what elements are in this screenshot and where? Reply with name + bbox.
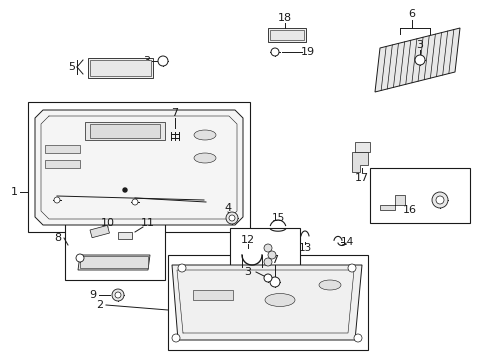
Polygon shape [379, 195, 404, 210]
Text: 1: 1 [10, 187, 18, 197]
Ellipse shape [194, 153, 216, 163]
Circle shape [225, 212, 238, 224]
Bar [90, 124, 160, 138]
Text: 19: 19 [300, 47, 314, 57]
Bar [90, 225, 109, 238]
Circle shape [172, 334, 180, 342]
Bar [65, 218, 164, 280]
Circle shape [178, 264, 185, 272]
Polygon shape [351, 152, 367, 172]
Bar [168, 255, 367, 350]
Text: 8: 8 [54, 233, 61, 243]
Bar [193, 290, 232, 300]
Text: 10: 10 [101, 218, 115, 228]
Circle shape [76, 254, 84, 262]
Circle shape [353, 334, 361, 342]
Circle shape [264, 274, 271, 282]
Bar [369, 168, 469, 223]
Bar [28, 102, 249, 232]
Text: 18: 18 [277, 13, 291, 23]
Bar [80, 256, 148, 268]
Circle shape [264, 244, 271, 252]
Circle shape [347, 264, 355, 272]
Polygon shape [172, 265, 361, 340]
Circle shape [158, 56, 168, 66]
Circle shape [435, 196, 443, 204]
Text: 7: 7 [171, 108, 178, 118]
Bar [229, 228, 299, 283]
Circle shape [112, 289, 124, 301]
Circle shape [123, 188, 127, 192]
Bar [267, 28, 305, 42]
Circle shape [270, 48, 279, 56]
Ellipse shape [318, 280, 340, 290]
Text: 11: 11 [141, 218, 155, 228]
Text: 3: 3 [416, 40, 423, 50]
Bar [354, 142, 369, 152]
Circle shape [269, 277, 280, 287]
Text: 7: 7 [271, 255, 278, 265]
Text: 2: 2 [96, 300, 103, 310]
Bar [45, 145, 80, 153]
Text: 5: 5 [68, 62, 75, 72]
Text: 12: 12 [241, 235, 255, 245]
Circle shape [132, 199, 138, 205]
Bar [88, 58, 153, 78]
Text: 3: 3 [143, 56, 150, 66]
Bar [45, 160, 80, 168]
Polygon shape [374, 28, 459, 92]
Bar [118, 232, 132, 239]
Text: 3: 3 [244, 267, 251, 277]
Text: 15: 15 [271, 213, 284, 223]
Polygon shape [78, 255, 150, 270]
Text: 9: 9 [89, 290, 96, 300]
Text: 6: 6 [407, 9, 415, 19]
Circle shape [414, 55, 424, 65]
Circle shape [54, 197, 60, 203]
Bar [90, 60, 151, 76]
Text: 13: 13 [298, 243, 311, 253]
Circle shape [264, 258, 271, 266]
Text: 4: 4 [224, 203, 231, 213]
Bar [85, 122, 164, 140]
Text: 16: 16 [402, 205, 416, 215]
Circle shape [228, 215, 235, 221]
Ellipse shape [194, 130, 216, 140]
Text: 17: 17 [354, 173, 368, 183]
Circle shape [115, 292, 121, 298]
Polygon shape [35, 110, 243, 225]
Text: 14: 14 [340, 237, 353, 247]
Circle shape [267, 251, 275, 259]
Bar [269, 30, 304, 40]
Circle shape [431, 192, 447, 208]
Ellipse shape [264, 293, 294, 306]
